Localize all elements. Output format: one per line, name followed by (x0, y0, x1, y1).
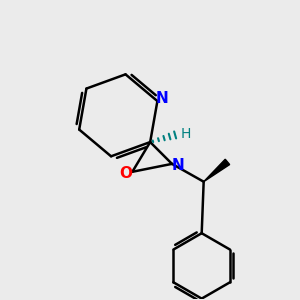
Text: N: N (172, 158, 184, 173)
Text: H: H (181, 127, 191, 141)
Text: N: N (156, 91, 169, 106)
Polygon shape (204, 159, 230, 182)
Text: O: O (119, 166, 132, 181)
